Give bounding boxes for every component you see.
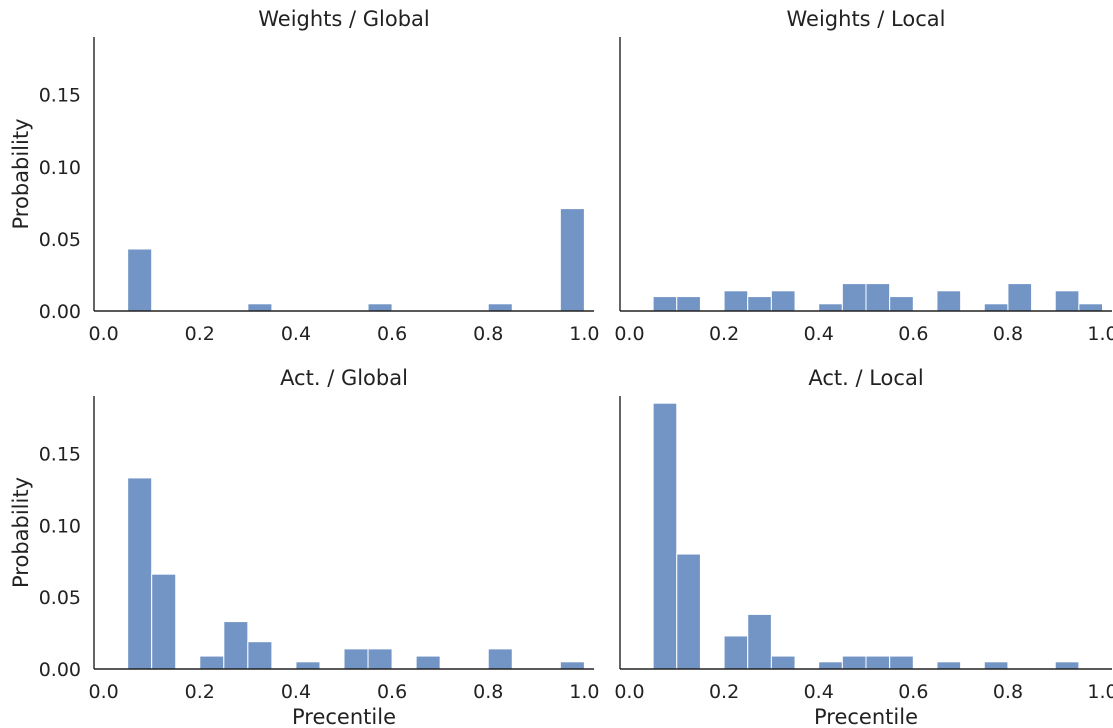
y-tick-label: 0.15	[39, 85, 81, 107]
histogram-bar	[676, 296, 701, 312]
x-tick-label: 0.8	[993, 681, 1023, 703]
histogram-bar	[487, 648, 513, 670]
histogram-bar	[367, 648, 393, 670]
histogram-bar	[295, 661, 321, 670]
histogram-bar	[127, 248, 153, 312]
histogram-bar	[865, 655, 891, 670]
histogram-bar	[1007, 283, 1033, 312]
x-tick-label: 0.6	[898, 323, 928, 345]
y-tick-label: 0.05	[39, 229, 81, 251]
histogram-bar	[889, 655, 914, 670]
panel-title: Weights / Local	[787, 7, 946, 31]
bars	[127, 208, 585, 312]
x-tick-label: 0.2	[185, 681, 215, 703]
histogram-bar	[127, 477, 153, 670]
x-tick-label: 0.8	[993, 323, 1023, 345]
histogram-bar	[1054, 661, 1080, 670]
x-tick-label: 1.0	[1087, 323, 1113, 345]
histogram-bar	[343, 648, 369, 670]
histogram-bar	[559, 661, 585, 670]
histogram-bar	[1078, 303, 1104, 312]
x-axis-label: Precentile	[814, 705, 918, 728]
y-axis-label: Probability	[9, 118, 33, 229]
x-tick-label: 0.6	[377, 323, 407, 345]
y-tick-label: 0.00	[39, 659, 81, 681]
bars	[652, 283, 1104, 312]
panel-weights-global: Weights / Global Probability 0.0 0.2 0.4 0.…	[9, 7, 599, 345]
histogram-bar	[652, 402, 678, 670]
x-tick-label: 0.8	[473, 323, 503, 345]
histogram-bar	[770, 290, 796, 312]
x-axis-label: Precentile	[292, 705, 396, 728]
x-tick-label: 0.6	[377, 681, 407, 703]
histogram-bar	[652, 296, 678, 312]
panel-title: Act. / Local	[808, 366, 923, 390]
x-tick-label: 1.0	[1087, 681, 1113, 703]
x-tick-label: 0.6	[898, 681, 928, 703]
histogram-bar	[747, 296, 772, 312]
histogram-bar	[770, 655, 796, 670]
y-tick-label: 0.10	[39, 157, 81, 179]
histogram-bar	[865, 283, 891, 312]
histogram-bar	[487, 303, 513, 312]
y-tick-label: 0.00	[39, 301, 81, 323]
x-tick-label: 0.0	[89, 681, 119, 703]
x-tick-label: 0.4	[804, 681, 834, 703]
x-tick-label: 0.2	[709, 681, 739, 703]
histogram-bar	[247, 303, 273, 312]
histogram-bar	[199, 655, 225, 670]
x-tick-label: 0.4	[281, 323, 311, 345]
panel-act-global: Act. / Global Probability Precentile 0.0…	[9, 366, 599, 728]
histogram-bar	[841, 655, 867, 670]
y-axis-label: Probability	[9, 477, 33, 588]
x-tick-label: 0.0	[89, 323, 119, 345]
x-tick-label: 1.0	[569, 681, 599, 703]
histogram-bar	[723, 635, 749, 670]
y-tick-label: 0.10	[39, 515, 81, 537]
panel-act-local: Act. / Local Precentile 0.0 0.2 0.4 0.6 0.8 1…	[614, 366, 1113, 728]
panel-title: Weights / Global	[258, 7, 430, 31]
histogram-bar	[747, 613, 772, 670]
histogram-bar	[818, 661, 843, 670]
bars	[127, 477, 585, 670]
x-tick-label: 0.2	[709, 323, 739, 345]
bars	[652, 402, 1080, 670]
x-tick-label: 0.2	[185, 323, 215, 345]
histogram-bar	[723, 290, 749, 312]
x-tick-label: 0.4	[804, 323, 834, 345]
histogram-bar	[415, 655, 441, 670]
x-tick-label: 0.4	[281, 681, 311, 703]
x-tick-label: 0.0	[614, 323, 644, 345]
histogram-bar	[983, 303, 1009, 312]
histogram-bar	[841, 283, 867, 312]
x-tick-label: 1.0	[569, 323, 599, 345]
y-tick-label: 0.05	[39, 587, 81, 609]
x-tick-label: 0.8	[473, 681, 503, 703]
histogram-bar	[247, 641, 273, 670]
x-tick-label: 0.0	[614, 681, 644, 703]
y-tick-label: 0.15	[39, 443, 81, 465]
histogram-bar	[1054, 290, 1080, 312]
histogram-bar	[676, 553, 701, 670]
histogram-bar	[983, 661, 1009, 670]
histogram-bar	[559, 208, 585, 312]
histogram-bar	[367, 303, 393, 312]
histogram-bar	[889, 296, 914, 312]
histogram-bar	[936, 661, 962, 670]
histogram-bar	[818, 303, 843, 312]
panel-weights-local: Weights / Local 0.0 0.2 0.4 0.6 0.8 1.0	[614, 7, 1113, 345]
histogram-bar	[151, 573, 177, 670]
histogram-bar	[223, 621, 249, 670]
panel-title: Act. / Global	[280, 366, 408, 390]
histogram-bar	[936, 290, 962, 312]
